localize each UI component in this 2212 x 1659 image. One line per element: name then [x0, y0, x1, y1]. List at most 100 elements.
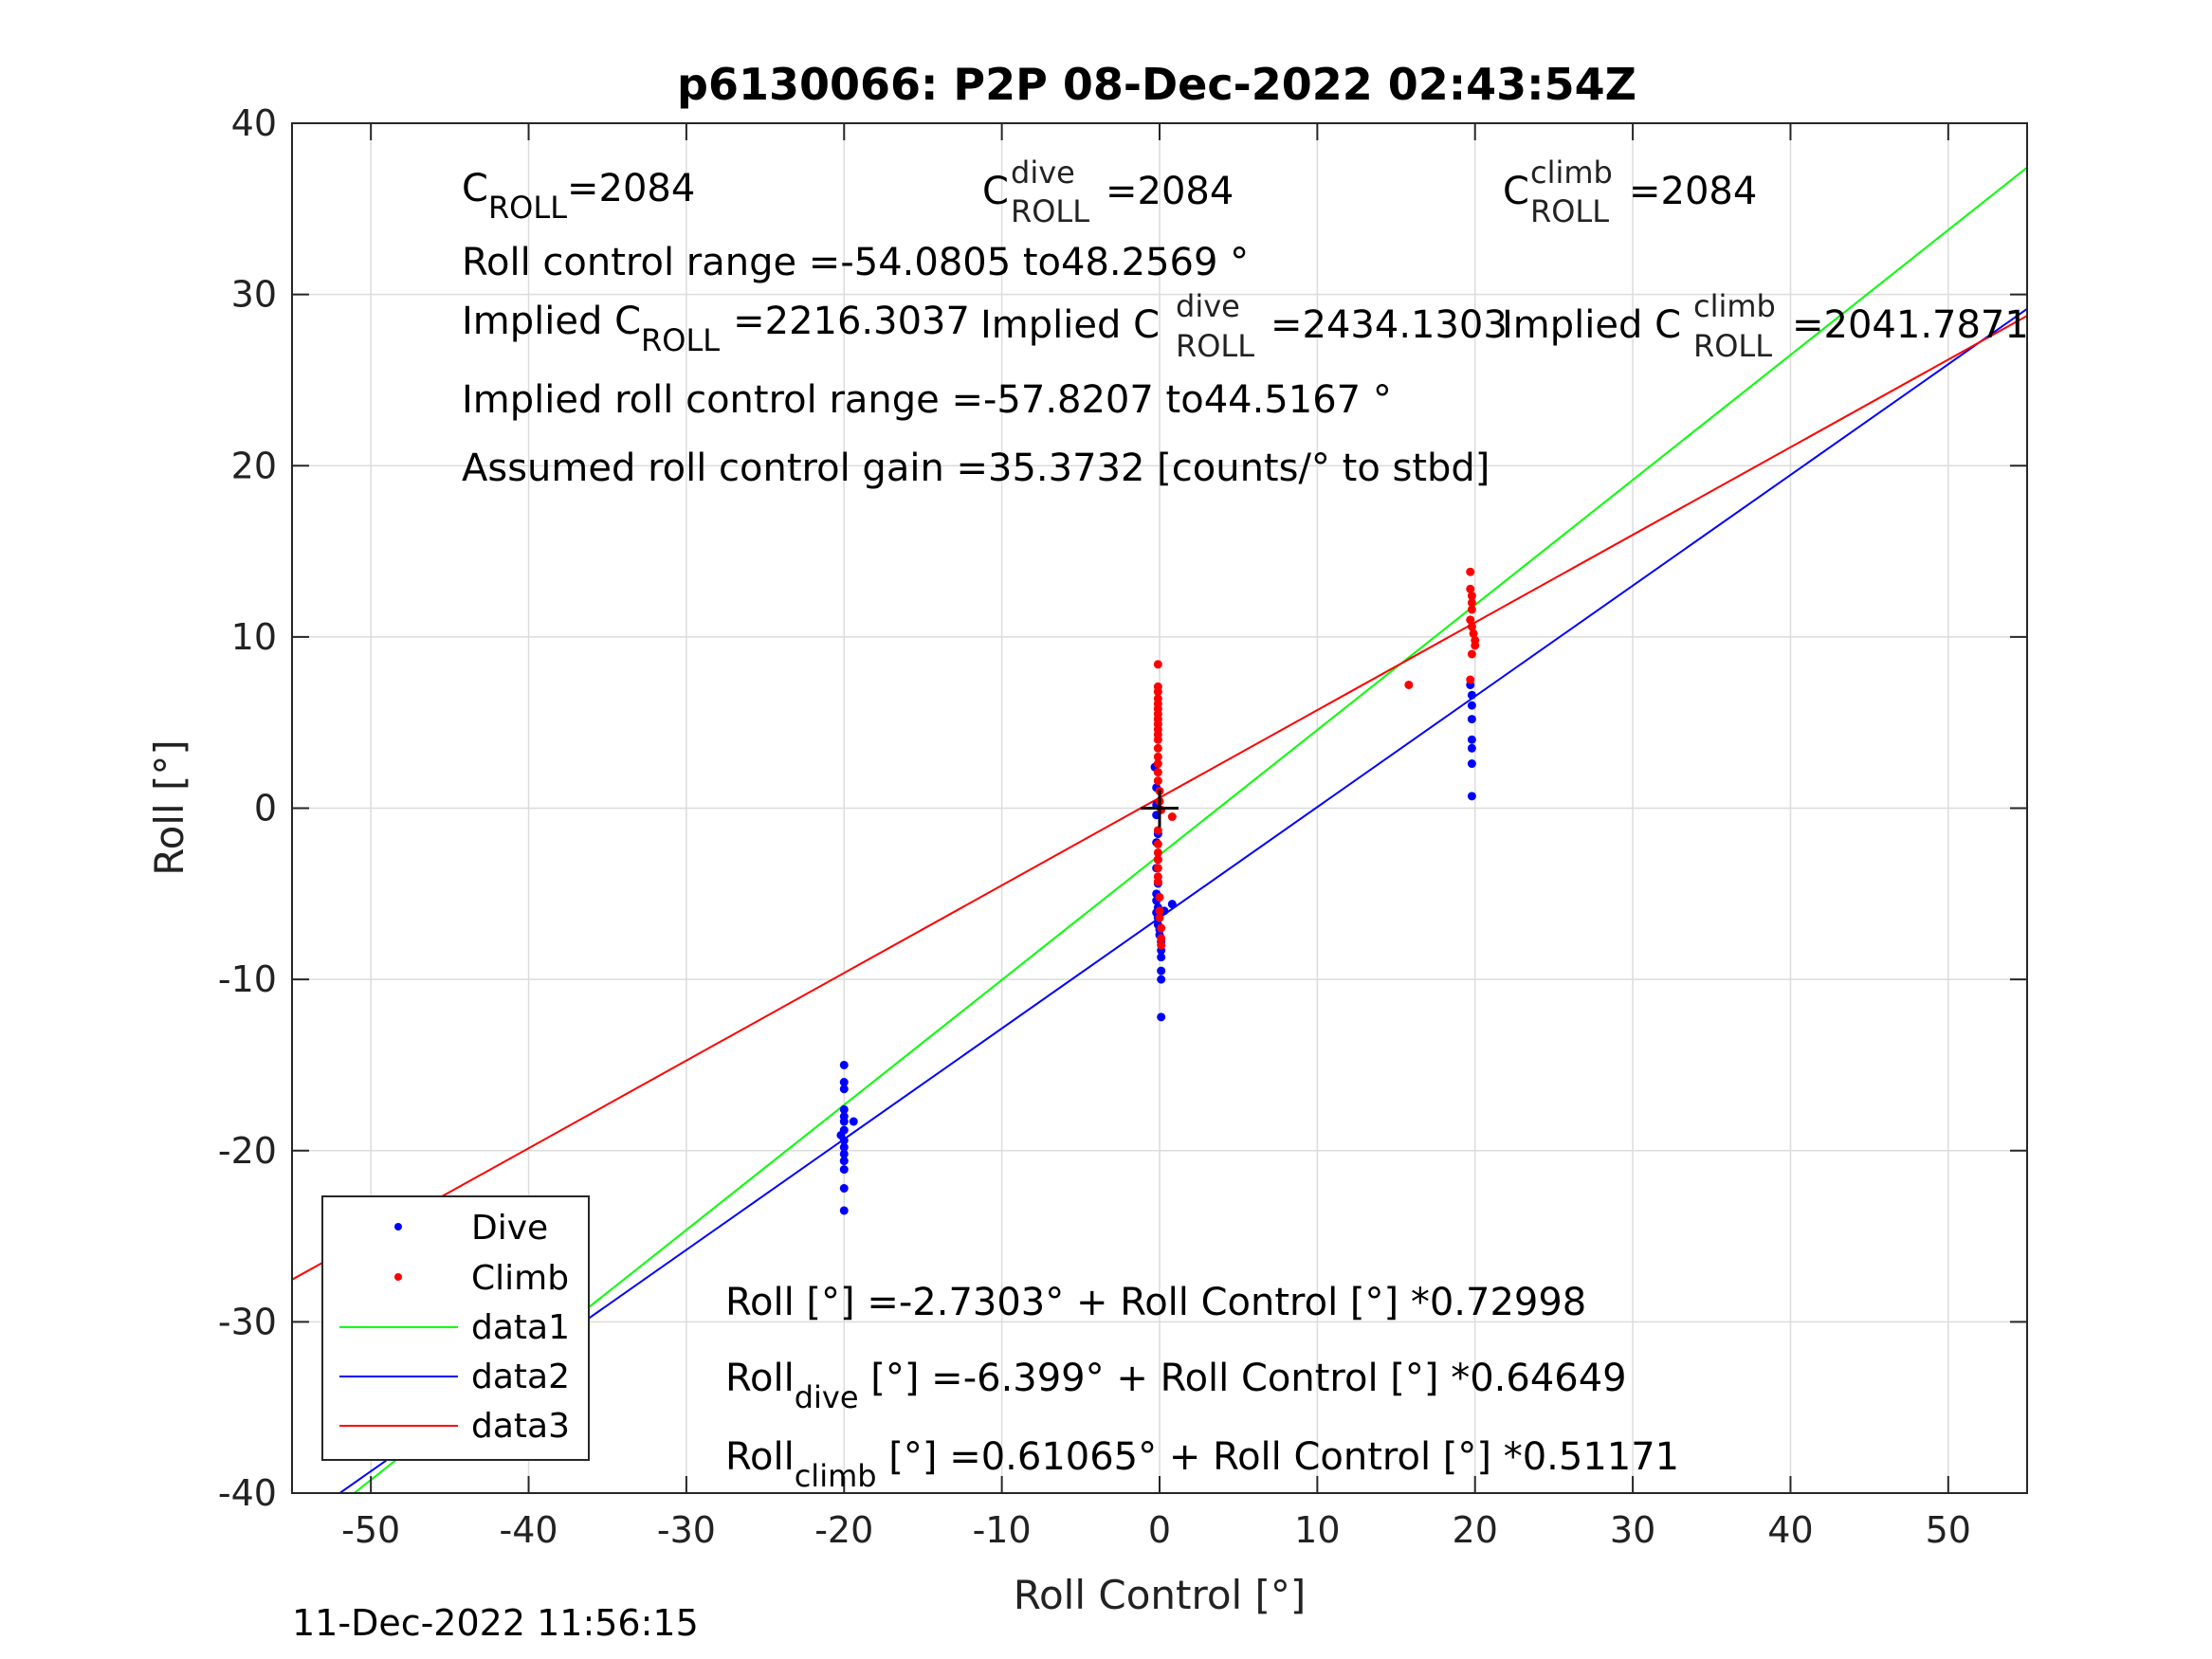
- y-tick-label: -10: [218, 958, 277, 1000]
- climb-point: [1153, 855, 1162, 865]
- climb-point: [1471, 641, 1480, 650]
- dive-point: [839, 1117, 849, 1126]
- y-tick-label: 20: [231, 445, 277, 486]
- climb-point: [1155, 892, 1164, 902]
- dive-point: [839, 1142, 849, 1152]
- fit-dive-sub: dive: [795, 1379, 859, 1415]
- legend-climb-marker: [394, 1273, 402, 1281]
- climb-point: [1467, 592, 1476, 601]
- x-tick-label: -50: [341, 1509, 400, 1551]
- fit-all-equation: Roll [°] =-2.7303° + Roll Control [°] *0…: [725, 1281, 1586, 1324]
- climb-point: [1467, 649, 1476, 659]
- x-tick-label: 40: [1767, 1509, 1813, 1551]
- climb-point: [1466, 567, 1475, 576]
- y-tick-label: -30: [218, 1301, 277, 1342]
- dive-point: [1167, 900, 1177, 909]
- c-roll-main: C: [462, 167, 488, 210]
- dive-point: [839, 1157, 849, 1166]
- roll-control-range: Roll control range =-54.0805 to48.2569 °: [462, 241, 1249, 284]
- climb-point: [1157, 934, 1166, 943]
- implied-c-roll-sub: ROLL: [641, 322, 720, 358]
- legend-climb-label: Climb: [471, 1259, 569, 1298]
- dive-point: [839, 1060, 849, 1069]
- c-roll-value: =2084: [567, 167, 695, 210]
- climb-point: [1404, 680, 1414, 689]
- dive-point: [1467, 743, 1476, 753]
- implied-c-roll-climb: Implied C: [1502, 303, 1681, 347]
- c-roll-climb-sub: ROLL: [1530, 193, 1609, 229]
- x-tick-label: -10: [973, 1509, 1032, 1551]
- implied-c-roll-dive-sup: dive: [1176, 288, 1240, 324]
- climb-point: [1153, 735, 1162, 744]
- legend-data2-label: data2: [471, 1358, 570, 1396]
- fit-climb-rest: [°] =0.61065° + Roll Control [°] *0.5117…: [877, 1435, 1680, 1479]
- implied-c-roll-value: =2216.3037: [733, 300, 970, 343]
- dive-point: [1157, 966, 1166, 975]
- climb-point: [1153, 768, 1162, 777]
- fit-dive-rest: [°] =-6.399° + Roll Control [°] *0.64649: [859, 1357, 1627, 1400]
- climb-point: [1153, 660, 1162, 669]
- climb-point: [1153, 848, 1162, 857]
- implied-roll-control-range: Implied roll control range =-57.8207 to4…: [462, 378, 1392, 422]
- y-tick-label: -40: [218, 1472, 277, 1514]
- dive-point: [839, 1183, 849, 1193]
- climb-point: [1466, 615, 1475, 625]
- c-roll-dive-main: C: [982, 170, 1009, 213]
- c-roll-sub: ROLL: [488, 190, 567, 226]
- climb-point: [1153, 864, 1162, 873]
- dive-point: [1467, 690, 1476, 700]
- implied-c-roll-climb-sub: ROLL: [1693, 328, 1772, 364]
- c-roll-dive-value: =2084: [1106, 170, 1234, 213]
- c-roll-dive-sub: ROLL: [1011, 193, 1089, 229]
- implied-c-roll-dive-value: =2434.1303: [1271, 303, 1508, 347]
- dive-point: [1157, 1012, 1166, 1022]
- dive-point: [839, 1149, 849, 1158]
- implied-c-roll-climb-sup: climb: [1693, 288, 1776, 324]
- climb-point: [1467, 605, 1476, 614]
- climb-point: [1153, 743, 1162, 753]
- c-roll-annotation: CROLL=2084: [462, 167, 695, 226]
- climb-point: [1153, 687, 1162, 697]
- climb-point: [1167, 812, 1177, 822]
- climb-point: [1469, 629, 1478, 638]
- dive-point: [839, 1078, 849, 1086]
- dive-point: [1157, 953, 1166, 962]
- legend-dive-marker: [394, 1223, 402, 1231]
- y-tick-label: 40: [231, 102, 277, 144]
- x-tick-label: -40: [500, 1509, 558, 1551]
- implied-c-roll-climb-value: =2041.7871: [1792, 303, 2029, 347]
- dive-point: [1467, 701, 1476, 710]
- c-roll-climb-main: C: [1503, 170, 1529, 213]
- x-tick-label: 0: [1148, 1509, 1171, 1551]
- x-tick-label: 20: [1453, 1509, 1498, 1551]
- climb-point: [1155, 913, 1164, 922]
- legend-data1-label: data1: [471, 1308, 570, 1347]
- c-roll-climb-value: =2084: [1629, 170, 1757, 213]
- dive-point: [849, 1117, 858, 1126]
- x-tick-label: -20: [814, 1509, 873, 1551]
- y-tick-label: 0: [254, 788, 277, 830]
- x-tick-label: 30: [1610, 1509, 1655, 1551]
- climb-point: [1467, 598, 1476, 608]
- legend-data3-label: data3: [471, 1407, 570, 1446]
- y-tick-label: 30: [231, 274, 277, 316]
- climb-point: [1153, 839, 1162, 848]
- climb-point: [1153, 776, 1162, 786]
- climb-point: [1153, 752, 1162, 761]
- climb-point: [1157, 940, 1166, 950]
- c-roll-dive-sup: dive: [1011, 155, 1075, 191]
- dive-point: [839, 1085, 849, 1094]
- dive-point: [1467, 792, 1476, 801]
- dive-point: [839, 1206, 849, 1215]
- dive-point: [1467, 715, 1476, 724]
- climb-point: [1153, 877, 1162, 886]
- axis-ticks: -50 -40 -30 -20 -10 0 10 20 30 40 50 -40 -30 -20 -10 0 1…: [218, 102, 2027, 1551]
- climb-point: [1466, 584, 1475, 593]
- chart-title: p6130066: P2P 08-Dec-2022 02:43:54Z: [677, 59, 1636, 110]
- origin-marker: [1141, 789, 1179, 828]
- dive-point: [836, 1130, 846, 1139]
- climb-point: [1157, 923, 1166, 933]
- implied-c-roll-dive-sub: ROLL: [1176, 328, 1254, 364]
- c-roll-climb-annotation: C: [1503, 170, 1529, 213]
- climb-point: [1153, 759, 1162, 769]
